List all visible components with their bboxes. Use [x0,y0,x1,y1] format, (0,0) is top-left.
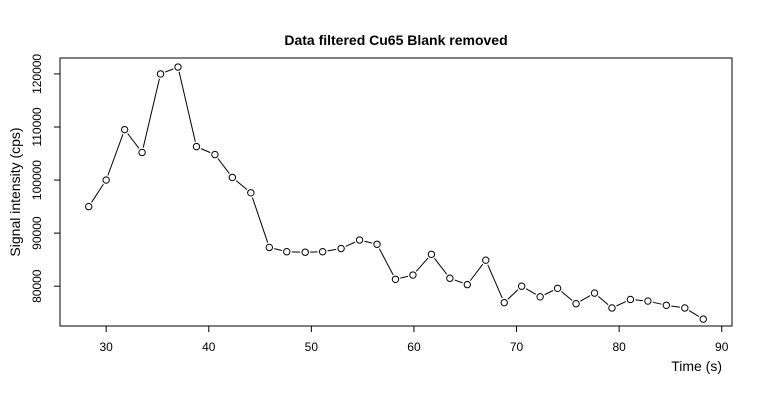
data-point [139,149,145,155]
series-line-segment [108,134,123,175]
x-tick-label: 30 [99,340,113,354]
data-point [518,283,524,289]
x-axis: 30 40 50 60 70 80 90 [99,326,728,354]
series-line-segment [653,302,662,304]
data-point [121,126,127,132]
data-point [157,71,163,77]
series-line-segment [526,289,536,295]
data-point [682,305,688,311]
data-point [103,177,109,183]
series-line-segment [545,291,553,295]
data-point [447,275,453,281]
x-tick-label: 60 [407,340,421,354]
data-point [302,249,308,255]
y-tick-label: 120000 [30,54,44,94]
series-line-segment [328,249,337,250]
series-line-segment [364,241,372,243]
series-line-segment [201,149,210,153]
x-tick-label: 70 [510,340,524,354]
data-point [663,302,669,308]
data-point [645,298,651,304]
series-line-segment [236,181,247,190]
series-line-segment [455,280,463,283]
y-tick-label: 80000 [30,269,44,303]
series-line-segment [635,300,642,301]
data-point [428,251,434,257]
series-line-segment [91,184,103,202]
data-point [319,249,325,255]
series-line-segment [128,134,139,149]
data-point [284,249,290,255]
data-point [356,237,362,243]
data-point [700,316,706,322]
y-tick-label: 110000 [30,107,44,146]
data-point [627,296,633,302]
data-point [392,276,398,282]
series-line-segment [400,276,408,278]
series-line-segment [488,265,502,298]
series-line-segment [379,249,393,275]
x-axis-label: Time (s) [671,358,722,374]
data-point [229,174,235,180]
series-line-segment [617,302,626,306]
series-line-segment [274,249,282,251]
data-point [248,190,254,196]
series-line-segment [671,306,680,307]
data-point [609,305,615,311]
series-line-segment [416,258,428,271]
data-point [554,285,560,291]
data-point [266,244,272,250]
data-point [573,301,579,307]
data-point [410,272,416,278]
series-line-segment [252,198,267,243]
data-point [338,245,344,251]
data-point [483,257,489,263]
series-line-segment [179,72,195,142]
data-point [175,64,181,70]
series-line-segment [598,296,608,304]
data-point [501,299,507,305]
data-point [464,281,470,287]
series-line-segment [470,264,482,280]
plot-frame [60,58,732,326]
series-layer [86,64,707,322]
series-line-segment [143,79,159,148]
x-tick-label: 80 [612,340,626,354]
y-axis-label: Signal intensity (cps) [7,127,23,256]
x-tick-label: 90 [715,340,729,354]
series-line-segment [689,311,699,317]
series-line-segment [218,159,229,174]
series-line-segment [561,292,572,301]
data-point [374,241,380,247]
y-axis: 80000 90000 100000 110000 120000 [30,54,60,303]
chart-title: Data filtered Cu65 Blank removed [284,32,507,48]
series-line-segment [580,296,590,302]
series-line-segment [346,242,355,246]
series-line-segment [434,258,446,274]
data-point [86,203,92,209]
y-tick-label: 100000 [30,160,44,200]
series-line-segment [165,69,173,72]
data-point [537,294,543,300]
x-tick-label: 40 [202,340,216,354]
y-tick-label: 90000 [30,216,44,250]
data-point [591,290,597,296]
series-line-segment [508,290,518,300]
x-tick-label: 50 [305,340,319,354]
data-point [193,143,199,149]
data-point [212,151,218,157]
